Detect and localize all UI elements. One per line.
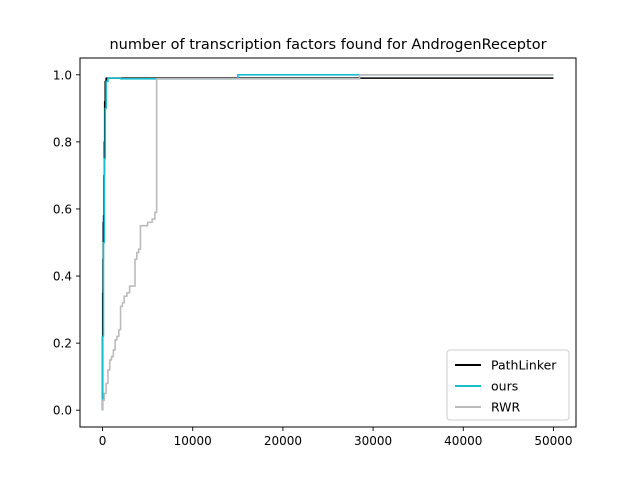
y-tick-label: 1.0 (53, 68, 72, 82)
x-tick-label: 30000 (354, 434, 392, 448)
series-layer (101, 73, 554, 411)
x-tick-label: 10000 (174, 434, 212, 448)
legend-label-pathlinker: PathLinker (491, 358, 557, 373)
legend-label-ours: ours (491, 379, 518, 394)
series-line-rwr (101, 73, 554, 411)
y-tick-label: 0.2 (53, 337, 72, 351)
x-axis: 0 10000 20000 30000 40000 50000 (99, 427, 573, 448)
legend-box (446, 349, 570, 421)
chart-title: number of transcription factors found fo… (109, 37, 546, 53)
x-tick-label: 50000 (534, 434, 572, 448)
x-tick-label: 20000 (264, 434, 302, 448)
legend: PathLinker ours RWR (446, 349, 570, 421)
x-tick-label: 40000 (444, 434, 482, 448)
y-tick-label: 0.6 (53, 202, 72, 216)
legend-label-rwr: RWR (491, 400, 521, 415)
y-tick-label: 0.4 (53, 270, 72, 284)
y-axis: 0.0 0.2 0.4 0.6 0.8 1.0 (53, 68, 80, 418)
x-tick-label: 0 (99, 434, 107, 448)
y-tick-label: 0.0 (53, 404, 72, 418)
y-tick-label: 0.8 (53, 135, 72, 149)
plot-frame (79, 57, 577, 428)
